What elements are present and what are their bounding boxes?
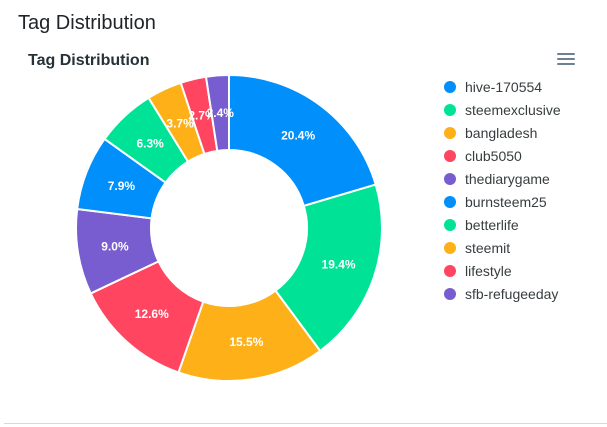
donut-slice-sfb-refugeeday[interactable]: [204, 73, 230, 153]
legend-label: steemexclusive: [465, 101, 561, 118]
legend-label: bangladesh: [465, 124, 538, 141]
legend-marker: [444, 80, 456, 93]
legend-item-lifestyle[interactable]: lifestyle: [444, 259, 561, 282]
slice-data-label: 7.9%: [108, 179, 136, 193]
legend-item-thediarygame[interactable]: thediarygame: [444, 167, 561, 190]
legend-label: burnsteem25: [465, 193, 547, 210]
hamburger-menu-icon[interactable]: [557, 53, 575, 67]
legend-item-sfb-refugeeday[interactable]: sfb-refugeeday: [444, 282, 561, 305]
legend-marker: [444, 126, 456, 139]
legend-marker: [444, 149, 456, 162]
legend-item-hive-170554[interactable]: hive-170554: [444, 75, 561, 98]
legend-label: thediarygame: [465, 170, 550, 187]
legend-marker: [444, 172, 456, 185]
legend-label: hive-170554: [465, 78, 543, 95]
legend-label: steemit: [465, 239, 511, 256]
legend-label: club5050: [465, 147, 522, 164]
legend-item-steemexclusive[interactable]: steemexclusive: [444, 98, 561, 121]
slice-data-label: 12.6%: [135, 307, 169, 321]
legend-marker: [444, 195, 456, 208]
slice-data-label: 3.7%: [166, 116, 194, 130]
legend-label: sfb-refugeeday: [465, 285, 559, 302]
legend-marker: [444, 264, 456, 277]
chart-title: Tag Distribution: [28, 52, 150, 69]
page-title: Tag Distribution: [18, 12, 156, 34]
slice-data-label: 20.4%: [281, 128, 315, 142]
legend-marker: [444, 218, 456, 231]
legend-label: lifestyle: [465, 262, 512, 279]
legend-marker: [444, 287, 456, 300]
slice-data-label: 6.3%: [136, 137, 164, 151]
chart-legend: hive-170554 steemexclusive bangladesh club5…: [444, 75, 561, 305]
slice-data-label: 2.4%: [207, 106, 235, 120]
donut-slice-hive-170554[interactable]: [228, 73, 377, 208]
donut-slice-steemexclusive[interactable]: [274, 183, 383, 353]
slice-data-label: 9.0%: [101, 239, 129, 253]
legend-item-betterlife[interactable]: betterlife: [444, 213, 561, 236]
slice-data-label: 15.5%: [229, 335, 263, 349]
legend-marker: [444, 241, 456, 254]
legend-item-burnsteem25[interactable]: burnsteem25: [444, 190, 561, 213]
legend-marker: [444, 103, 456, 116]
legend-item-steemit[interactable]: steemit: [444, 236, 561, 259]
legend-item-club5050[interactable]: club5050: [444, 144, 561, 167]
slice-data-label: 19.4%: [322, 258, 356, 272]
chart-card: [4, 40, 607, 424]
legend-label: betterlife: [465, 216, 519, 233]
slice-data-label: 2.7%: [188, 109, 216, 123]
legend-item-bangladesh[interactable]: bangladesh: [444, 121, 561, 144]
